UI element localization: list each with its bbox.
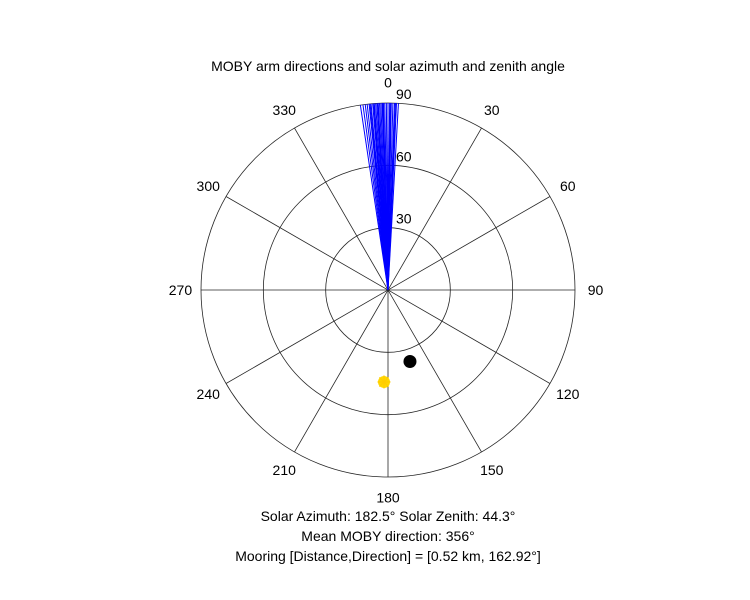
moby-arm-line [387,103,392,291]
moby-arm-directions [359,103,399,291]
moby-arm-line [382,103,389,291]
moby-arm-line [373,103,389,291]
moby-arm-line [387,103,397,291]
radial-tick-label: 60 [396,148,412,164]
theta-tick-label: 210 [273,462,297,478]
sun-spike [383,376,390,383]
moby-arm-line [369,103,389,291]
theta-tick-label: 300 [197,178,221,194]
sun-spike [378,381,385,387]
moby-arm-line [377,103,389,291]
radial-tick-label: 30 [396,211,412,227]
theta-tick-label: 330 [273,102,297,118]
sun-spike [383,381,390,387]
mooring-marker [403,355,417,369]
caption-mean-direction: Mean MOBY direction: 356° [301,528,475,544]
sun-spike [378,376,385,383]
theta-tick-label: 60 [560,178,576,194]
theta-tick-label: 240 [197,386,221,402]
caption-solar: Solar Azimuth: 182.5° Solar Zenith: 44.3… [260,508,516,524]
theta-tick-label: 30 [484,102,500,118]
radial-tick-labels: 30 60 90 [396,86,412,227]
caption-mooring: Mooring [Distance,Direction] = [0.52 km,… [235,548,541,564]
markers [377,355,417,389]
theta-tick-label: 270 [169,282,193,298]
theta-tick-label: 150 [480,462,504,478]
theta-tick-label: 0 [384,74,392,90]
theta-tick-label: 120 [556,386,580,402]
chart-title: MOBY arm directions and solar azimuth an… [211,58,565,74]
theta-tick-label: 180 [376,490,400,506]
theta-tick-labels: 0 30 60 90 120 150 180 210 240 270 300 330 [169,74,604,505]
sun-marker [377,375,391,389]
theta-tick-label: 90 [588,282,604,298]
radial-tick-label: 90 [396,86,412,102]
